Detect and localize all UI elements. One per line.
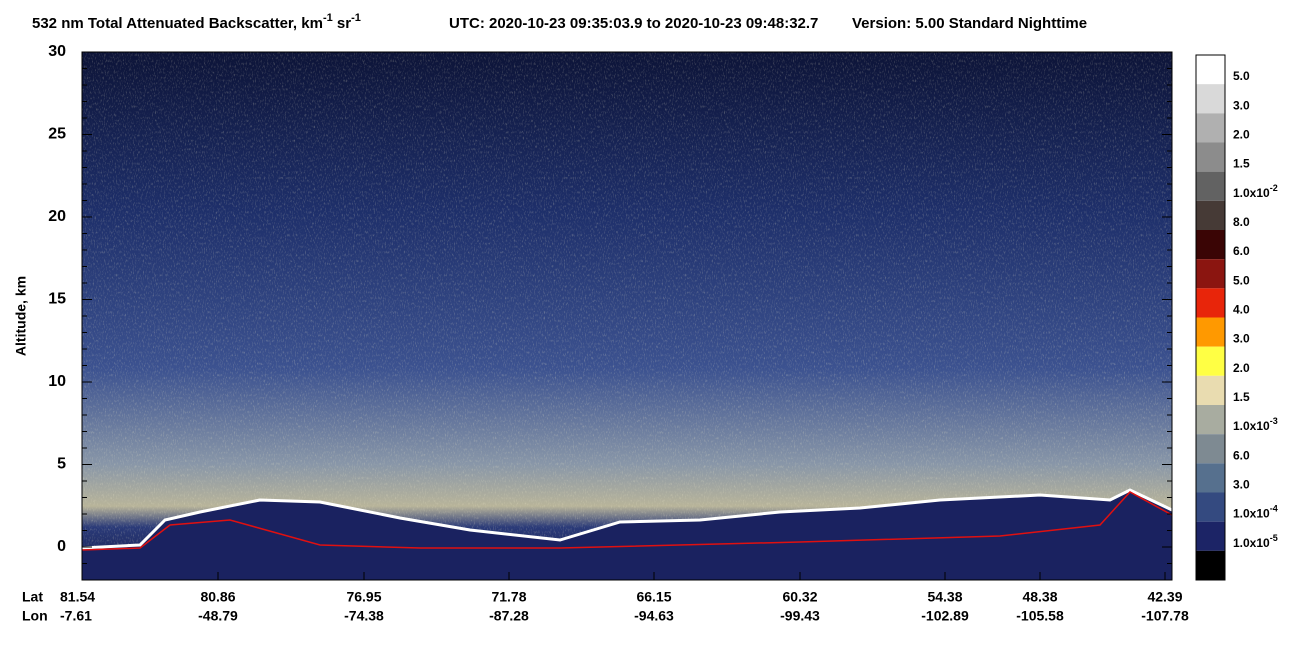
colorbar-label: 6.0 [1233, 449, 1250, 463]
colorbar-label: 5.0 [1233, 274, 1250, 288]
colorbar-swatch [1196, 375, 1225, 405]
colorbar-label: 1.0x10-5 [1233, 533, 1278, 550]
colorbar-label: 1.0x10-2 [1233, 183, 1278, 200]
colorbar-label-text: 1.0x10 [1233, 186, 1270, 200]
colorbar-swatch [1196, 550, 1225, 580]
colorbar-label: 1.5 [1233, 390, 1250, 404]
colorbar-label: 2.0 [1233, 361, 1250, 375]
superscript: -2 [1270, 183, 1278, 193]
lat-label: 54.38 [927, 589, 962, 605]
lat-label: 48.38 [1022, 589, 1057, 605]
y-tick-label: 20 [48, 208, 66, 225]
version: Version: 5.00 Standard Nighttime [852, 15, 1087, 32]
colorbar-swatch [1196, 346, 1225, 376]
colorbar-label-text: 6.0 [1233, 449, 1250, 463]
superscript: -1 [351, 12, 361, 24]
colorbar-label-text: 5.0 [1233, 69, 1250, 83]
colorbar-label: 1.0x10-3 [1233, 417, 1278, 434]
superscript: -4 [1270, 504, 1278, 514]
lat-label: 42.39 [1147, 589, 1182, 605]
row-label: Lat [22, 589, 43, 605]
lat-label: 80.86 [200, 589, 235, 605]
lat-label: 60.32 [782, 589, 817, 605]
lat-label: 71.78 [491, 589, 526, 605]
colorbar-label-text: 3.0 [1233, 478, 1250, 492]
colorbar-label-text: 5.0 [1233, 274, 1250, 288]
colorbar-label-text: 1.5 [1233, 390, 1250, 404]
colorbar-label-text: 1.5 [1233, 157, 1250, 171]
utc-range: UTC: 2020-10-23 09:35:03.9 to 2020-10-23… [449, 15, 818, 32]
row-label: Lon [22, 608, 48, 624]
colorbar-label-text: 6.0 [1233, 244, 1250, 258]
y-tick-label: 0 [57, 538, 66, 555]
lon-label: -7.61 [60, 608, 92, 624]
colorbar-label-text: 2.0 [1233, 361, 1250, 375]
colorbar-swatch [1196, 463, 1225, 493]
colorbar-label-text: 3.0 [1233, 332, 1250, 346]
colorbar-label: 3.0 [1233, 99, 1250, 113]
colorbar-swatch [1196, 230, 1225, 260]
y-tick-label: 30 [48, 43, 66, 60]
colorbar-label: 3.0 [1233, 332, 1250, 346]
colorbar-label: 1.5 [1233, 157, 1250, 171]
colorbar-swatch [1196, 55, 1225, 85]
colorbar-label: 1.0x10-4 [1233, 504, 1278, 521]
colorbar-swatch [1196, 200, 1225, 230]
colorbar-swatch [1196, 142, 1225, 172]
lon-label: -99.43 [780, 608, 820, 624]
lon-label: -94.63 [634, 608, 674, 624]
colorbar-label-text: 3.0 [1233, 99, 1250, 113]
y-tick-label: 15 [48, 291, 66, 308]
colorbar-swatch [1196, 288, 1225, 318]
colorbar-swatch [1196, 259, 1225, 289]
colorbar-label-text: 1.0x10 [1233, 419, 1270, 433]
colorbar-label-text: 4.0 [1233, 303, 1250, 317]
colorbar-swatch [1196, 171, 1225, 201]
superscript: -5 [1270, 533, 1278, 543]
colorbar-swatch [1196, 492, 1225, 522]
chart-title: 532 nm Total Attenuated Backscatter, km-… [32, 12, 361, 32]
lon-label: -87.28 [489, 608, 529, 624]
y-tick-label: 5 [57, 456, 66, 473]
lat-label: 81.54 [60, 589, 95, 605]
title-part: sr [333, 15, 352, 32]
lon-label: -105.58 [1016, 608, 1064, 624]
y-tick-label: 25 [48, 126, 66, 143]
colorbar-label-text: 1.0x10 [1233, 536, 1270, 550]
colorbar-swatch [1196, 317, 1225, 347]
colorbar-label-text: 1.0x10 [1233, 507, 1270, 521]
y-tick-label: 10 [48, 373, 66, 390]
colorbar-swatch [1196, 405, 1225, 435]
colorbar-label: 6.0 [1233, 244, 1250, 258]
y-axis-label: Altitude, km [13, 276, 29, 356]
lat-label: 66.15 [636, 589, 671, 605]
colorbar-swatch [1196, 521, 1225, 551]
colorbar-label: 8.0 [1233, 215, 1250, 229]
colorbar-label-text: 2.0 [1233, 128, 1250, 142]
colorbar-swatch [1196, 434, 1225, 464]
colorbar-label: 5.0 [1233, 69, 1250, 83]
lon-label: -102.89 [921, 608, 969, 624]
colorbar-swatch [1196, 113, 1225, 143]
lon-label: -107.78 [1141, 608, 1189, 624]
backscatter-image [81, 52, 1173, 580]
superscript: -3 [1270, 417, 1278, 427]
lon-label: -48.79 [198, 608, 238, 624]
colorbar-label: 2.0 [1233, 128, 1250, 142]
title-part: 532 nm Total Attenuated Backscatter, km [32, 15, 323, 32]
colorbar-frame [1195, 54, 1226, 581]
colorbar-label: 4.0 [1233, 303, 1250, 317]
colorbar-swatch [1196, 84, 1225, 114]
superscript: -1 [323, 12, 333, 24]
lat-label: 76.95 [346, 589, 381, 605]
colorbar-label: 3.0 [1233, 478, 1250, 492]
colorbar-label-text: 8.0 [1233, 215, 1250, 229]
lon-label: -74.38 [344, 608, 384, 624]
